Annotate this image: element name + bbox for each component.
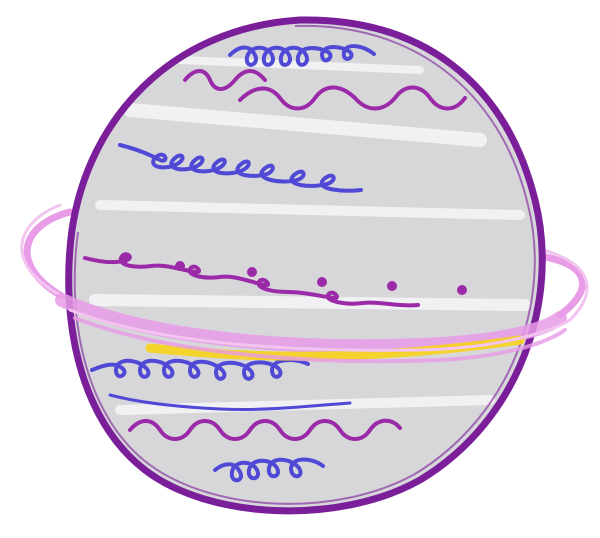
- highlight-streak: [123, 103, 487, 147]
- swirl-dot: [175, 261, 185, 271]
- highlight-streak: [95, 200, 525, 220]
- swirl-rows: [83, 44, 467, 483]
- swirl-dot: [247, 267, 257, 277]
- swirl-row: [228, 44, 376, 67]
- swirl-row: [108, 393, 352, 412]
- highlight-streak: [89, 294, 531, 311]
- ring-back-left-stroke: [23, 208, 74, 299]
- swirl-dot: [457, 285, 467, 295]
- swirl-row: [183, 69, 267, 91]
- swirl-row: [118, 143, 363, 193]
- ring-back-right-stroke-2: [533, 246, 589, 322]
- swirl-row: [213, 457, 325, 483]
- ring-back: [20, 203, 589, 322]
- swirl-row: [128, 418, 402, 441]
- planet-fill: [68, 19, 543, 511]
- ring-front-band: [55, 293, 567, 354]
- ring-front-lower: [73, 316, 567, 364]
- highlight-streak: [115, 395, 495, 415]
- swirl-dot: [387, 281, 397, 291]
- swirl-dot: [317, 277, 327, 287]
- swirl-row: [90, 358, 310, 381]
- ring-back-left-stroke-2: [20, 203, 72, 302]
- swirl-row: [238, 85, 467, 111]
- ring-front-sketch: [68, 308, 572, 352]
- planet-outline: [65, 16, 546, 515]
- planet-outline-sketch: [73, 24, 536, 505]
- planet-body: [65, 16, 546, 515]
- ring-back-right-stroke: [526, 251, 586, 319]
- ring-front: [55, 293, 572, 364]
- swirl-dot: [120, 253, 130, 263]
